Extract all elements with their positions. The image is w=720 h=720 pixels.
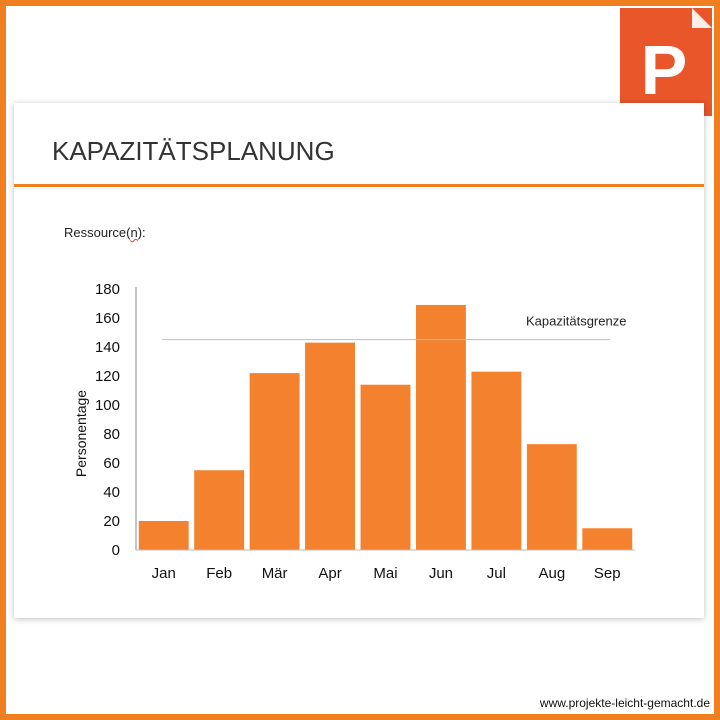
y-tick-label: 180 [95,281,120,298]
x-tick-label: Feb [206,565,232,582]
y-tick-label: 160 [95,310,120,327]
bar [360,384,411,550]
x-tick-label: Jun [429,565,453,582]
x-tick-label: Jul [487,565,506,582]
y-tick-label: 100 [95,397,120,414]
y-tick-label: 20 [103,513,120,530]
y-tick-label: 60 [103,455,120,472]
y-tick-label: 40 [103,484,120,501]
capacity-limit-label: Kapazitätsgrenze [526,314,626,329]
x-tick-label: Aug [538,565,565,582]
ressource-label: Ressource(n): [64,225,146,240]
y-axis-title: Personentage [73,390,89,477]
x-tick-label: Jan [152,565,176,582]
bar [582,528,633,550]
bar [305,342,356,550]
ressource-suffix: ): [137,225,146,240]
x-tick-label: Sep [594,565,621,582]
x-tick-label: Apr [318,565,341,582]
y-tick-label: 140 [95,339,120,356]
ressource-n: n [130,225,138,240]
title-divider [14,184,704,187]
y-tick-label: 120 [95,368,120,385]
powerpoint-icon: P [620,8,712,116]
bar [194,470,245,550]
y-tick-label: 0 [112,542,120,559]
y-tick-label: 80 [103,426,120,443]
x-tick-label: Mär [262,565,288,582]
bar [415,304,466,550]
x-tick-label: Mai [373,565,397,582]
slide-title: KAPAZITÄTSPLANUNG [52,136,335,166]
bar [526,444,577,550]
slide: KAPAZITÄTSPLANUNG Ressource(n): 0 20 40 60 8… [14,103,704,618]
bar [249,373,300,550]
powerpoint-letter: P [641,31,688,109]
ressource-prefix: Ressource( [64,225,131,240]
bar [138,521,189,550]
bar-chart: 0 20 40 60 80 100 120 140 160 180 Personentage Jan F… [73,281,635,582]
powerpoint-logo: P [620,8,712,116]
bar [471,371,522,550]
footer-url[interactable]: www.projekte-leicht-gemacht.de [539,696,710,710]
